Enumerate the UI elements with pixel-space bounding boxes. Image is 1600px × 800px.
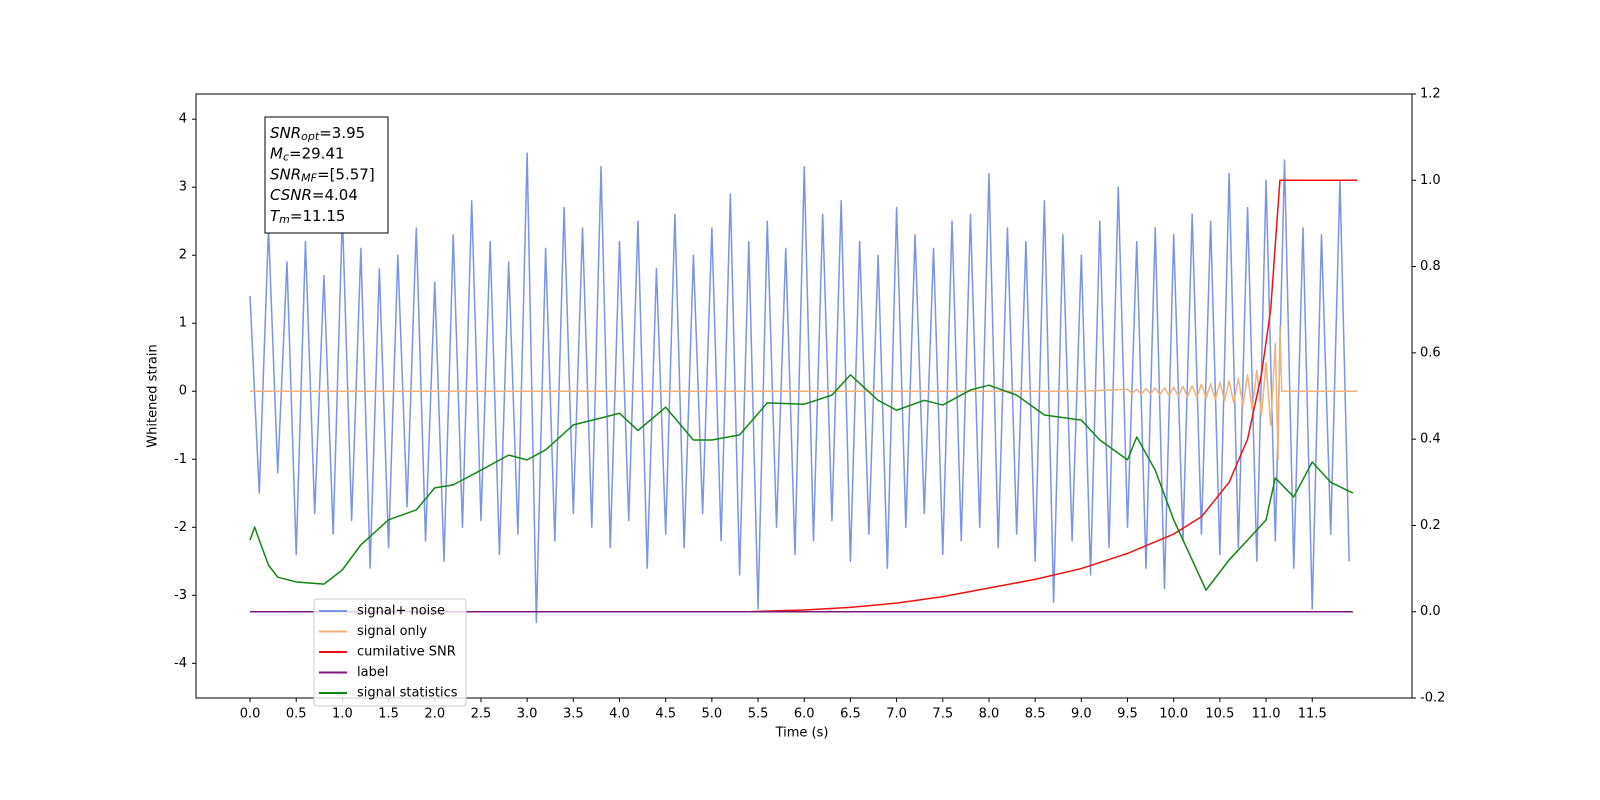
x-tick-label: 2.0 (424, 707, 445, 722)
x-tick-label: 8.5 (1025, 707, 1046, 722)
legend: signal+ noise signal only cumilative SNR la… (313, 598, 467, 707)
series-line (249, 374, 1354, 591)
annotation-box: SNRopt=3.95Mc=29.41SNRMF=[5.57]CSNR=4.04… (264, 116, 389, 234)
y2-tick-label: 1.0 (1420, 173, 1441, 188)
y2-tick-label: 0.0 (1420, 604, 1441, 619)
series-line (249, 152, 1350, 624)
legend-frame (313, 598, 467, 707)
y-tick-label: 2 (179, 248, 187, 263)
x-tick-label: 9.5 (1117, 707, 1138, 722)
annotation-line: SNRopt=3.95 (270, 124, 365, 144)
annotation-subscript: opt (301, 130, 320, 143)
legend-label: cumilative SNR (357, 645, 456, 660)
y2-tick-label: 0.8 (1420, 259, 1441, 274)
series-line (250, 179, 1358, 613)
legend-label: signal only (357, 624, 427, 639)
x-tick-label: 6.0 (794, 707, 815, 722)
x-tick-label: 6.5 (840, 707, 861, 722)
annotation-symbol: SNR (270, 124, 301, 142)
x-tick-label: 3.0 (517, 707, 538, 722)
y-axis-label: Whitened strain (146, 344, 161, 447)
annotation-line: Tm=11.15 (270, 206, 345, 226)
x-axis-label: Time (s) (775, 726, 829, 741)
x-tick-label: 0.0 (240, 707, 261, 722)
y2-tick-label: 0.4 (1420, 432, 1441, 447)
annotation-line: CSNR=4.04 (270, 186, 358, 204)
x-tick-label: 7.0 (886, 707, 907, 722)
annotation-value: =3.95 (319, 124, 365, 142)
x-tick-label: 8.0 (979, 707, 1000, 722)
legend-label: label (357, 665, 388, 680)
annotation-line: SNRMF=[5.57] (270, 165, 375, 185)
x-tick-label: 5.0 (702, 707, 723, 722)
annotation-subscript: c (283, 151, 289, 164)
legend-label: signal statistics (357, 686, 458, 701)
y2-tick-label: -0.2 (1420, 691, 1445, 706)
x-tick-label: 3.5 (563, 707, 584, 722)
y2-tick-label: 1.2 (1420, 87, 1441, 102)
x-tick-label: 9.0 (1071, 707, 1092, 722)
annotation-value: =29.41 (289, 144, 345, 162)
x-tick-label: 11.0 (1252, 707, 1281, 722)
annotation-symbol: SNR (270, 165, 301, 183)
x-tick-label: 1.5 (378, 707, 399, 722)
annotation-symbol: M (270, 144, 283, 162)
y-tick-label: 3 (179, 180, 187, 195)
annotation-line: Mc=29.41 (270, 144, 345, 164)
annotation-value: =4.04 (312, 186, 358, 204)
x-tick-label: 7.5 (932, 707, 953, 722)
x-tick-label: 1.0 (332, 707, 353, 722)
annotation-frame (264, 116, 389, 234)
annotation-subscript: MF (301, 171, 317, 184)
x-tick-label: 11.5 (1298, 707, 1327, 722)
x-tick-label: 0.5 (286, 707, 307, 722)
y-tick-label: 4 (179, 112, 187, 127)
annotation-symbol: T (270, 206, 281, 224)
y-tick-label: 0 (179, 384, 187, 399)
y-tick-label: 1 (179, 316, 187, 331)
y-tick-label: -2 (174, 520, 187, 535)
annotation-value: =[5.57] (317, 165, 375, 183)
legend-label: signal+ noise (357, 604, 445, 619)
y2-tick-label: 0.6 (1420, 345, 1441, 360)
x-tick-label: 10.0 (1159, 707, 1188, 722)
x-tick-label: 4.0 (609, 707, 630, 722)
annotation-symbol: CSNR (270, 186, 312, 204)
x-tick-label: 5.5 (748, 707, 769, 722)
y-tick-label: -3 (174, 588, 187, 603)
y-tick-label: -4 (174, 656, 187, 671)
x-tick-label: 10.5 (1205, 707, 1234, 722)
annotation-value: =11.15 (290, 206, 346, 224)
x-tick-label: 2.5 (471, 707, 492, 722)
x-tick-label: 4.5 (655, 707, 676, 722)
y-tick-label: -1 (174, 452, 187, 467)
annotation-subscript: m (279, 213, 290, 226)
y2-tick-label: 0.2 (1420, 518, 1441, 533)
series-line (250, 325, 1358, 461)
